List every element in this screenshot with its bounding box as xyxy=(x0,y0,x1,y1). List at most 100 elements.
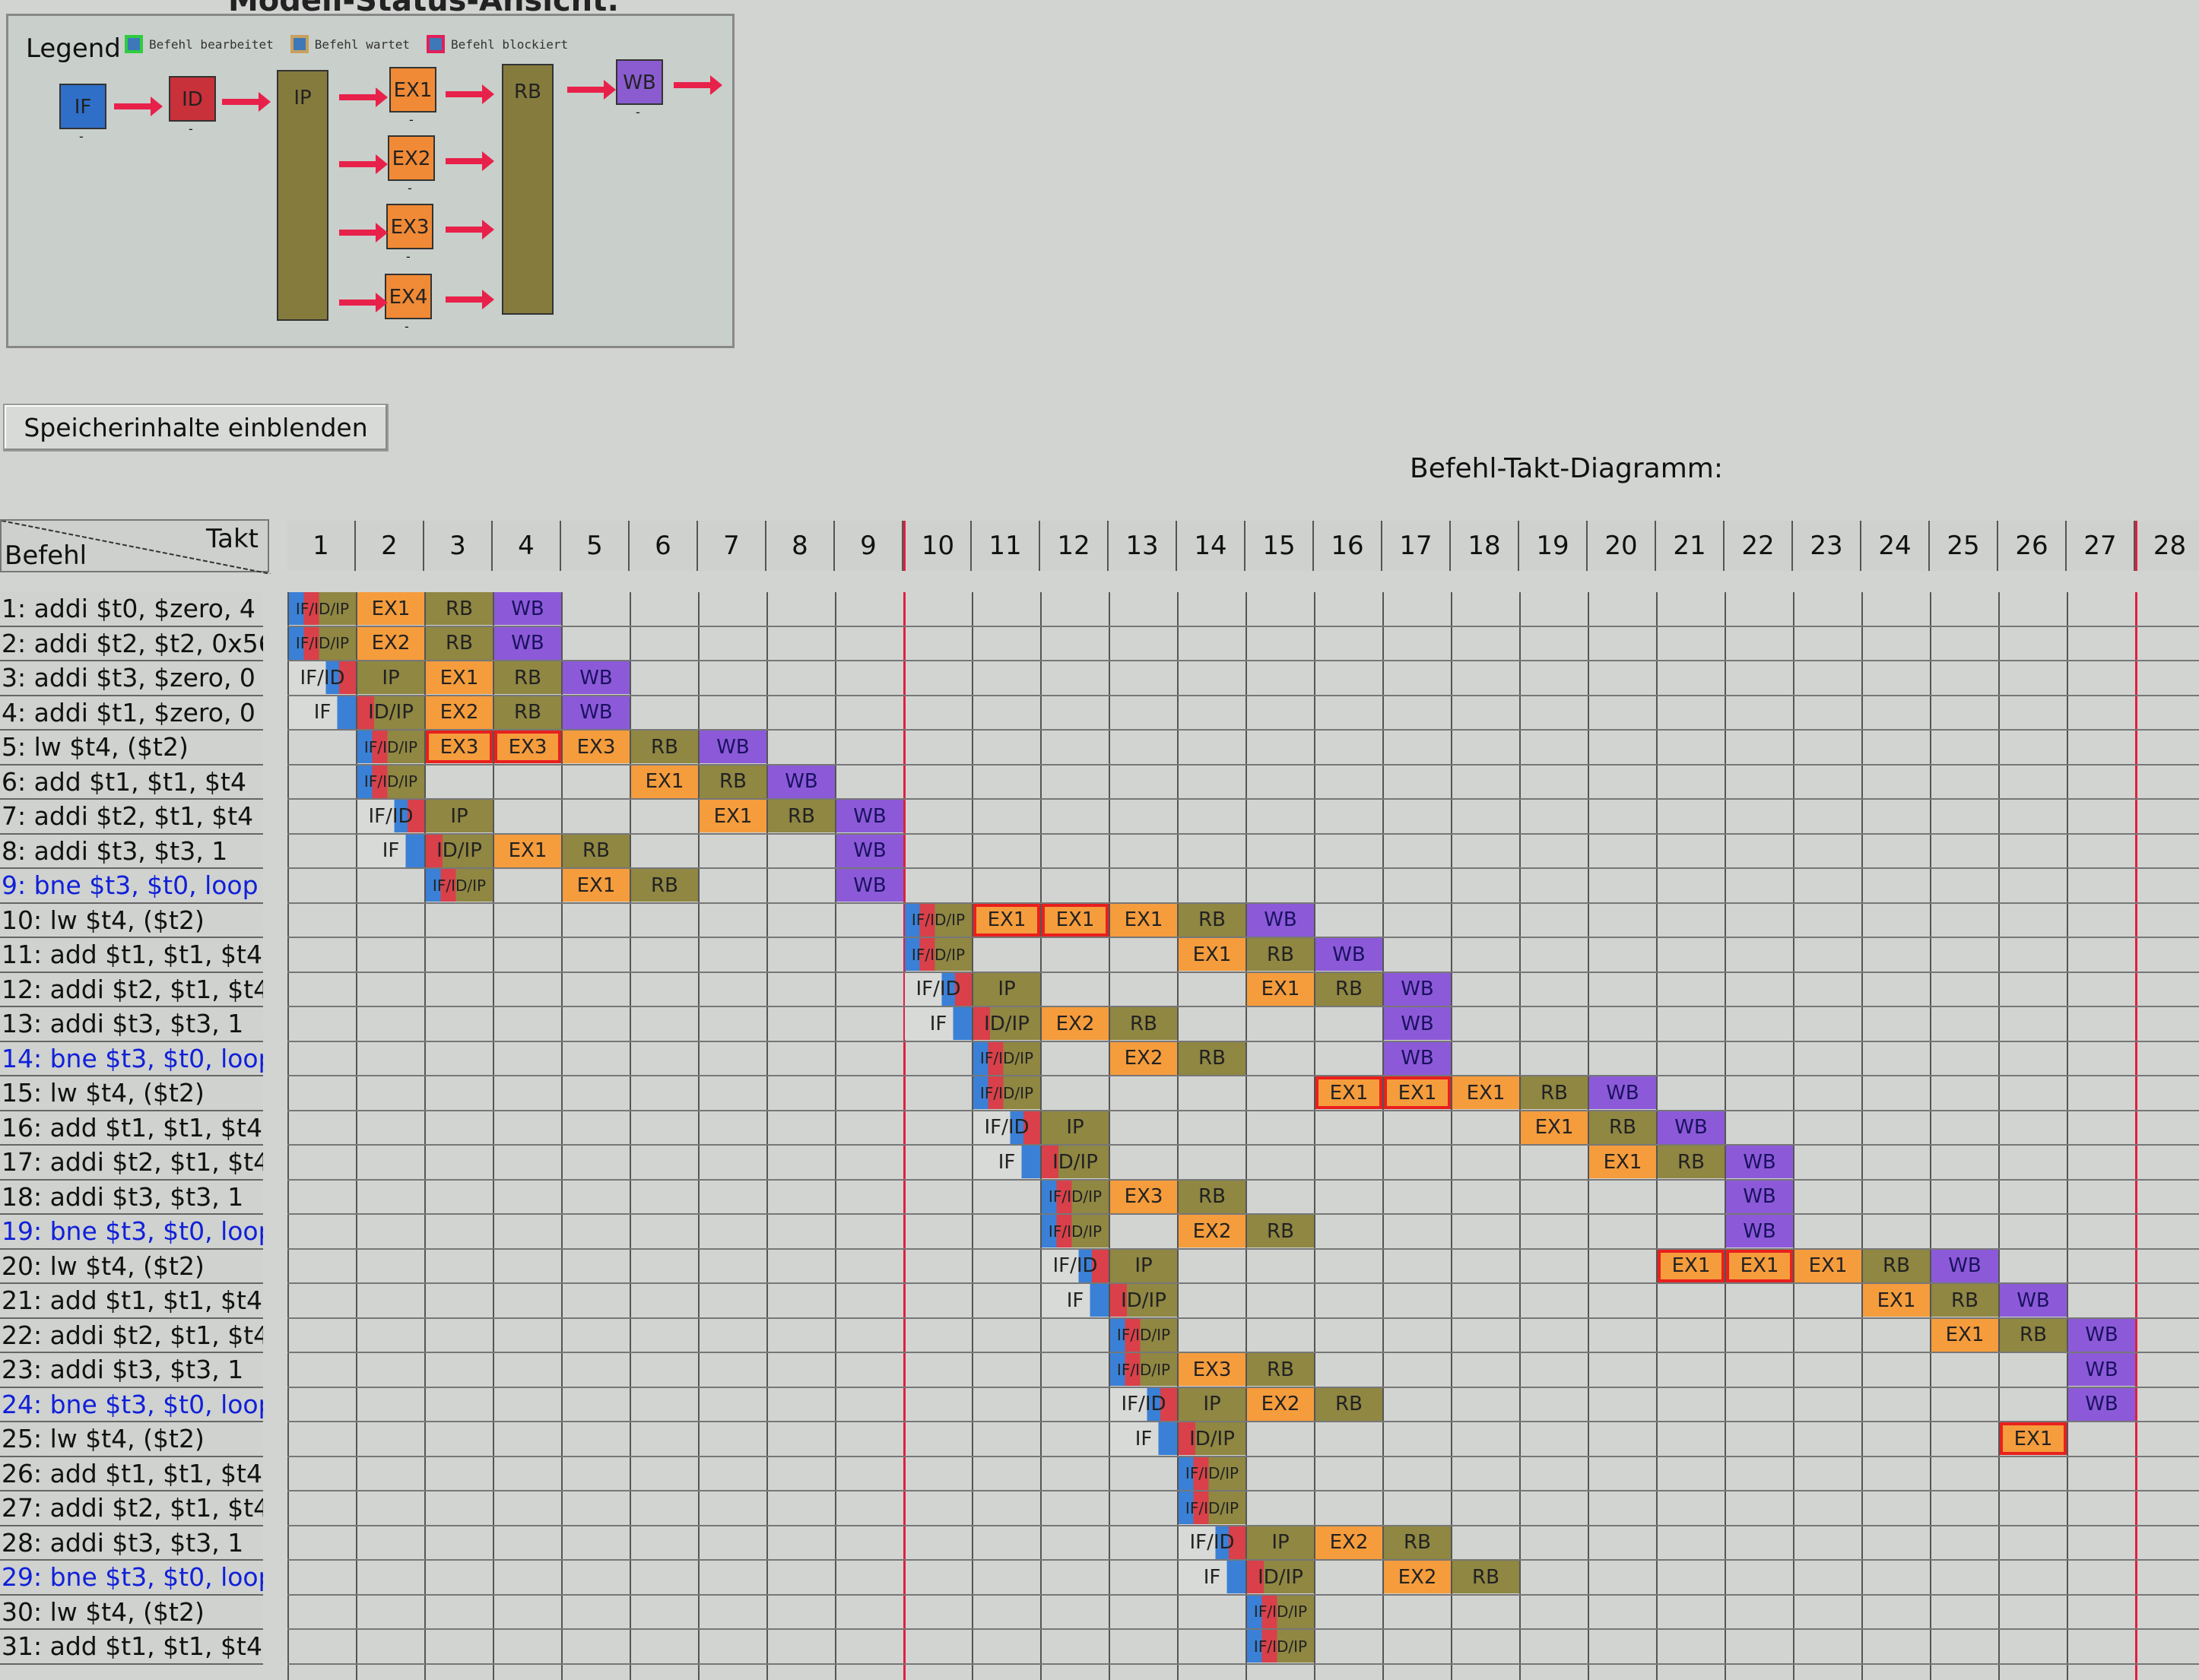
befehl-label: Befehl xyxy=(5,540,87,571)
stage-cell-rb: RB xyxy=(494,696,561,729)
stage-label: EX4 xyxy=(389,286,428,309)
grid-line xyxy=(1177,592,1179,1680)
stage-cell-wb: WB xyxy=(2068,1318,2135,1352)
grid-line xyxy=(1930,592,1931,1680)
stage-cell-ex1: EX1 xyxy=(563,869,630,902)
stage-cell-if-id: IF/ID xyxy=(357,800,424,832)
instruction-row-label[interactable]: 28: addi $t3, $t3, 1 xyxy=(0,1526,263,1561)
instruction-row-label[interactable]: 22: addi $t2, $t1, $t4 xyxy=(0,1318,263,1353)
stage-cell-ex1: EX1 xyxy=(2000,1422,2067,1455)
stage-cell-ex2: EX2 xyxy=(1247,1387,1314,1421)
flow-arrow-icon xyxy=(567,80,616,100)
stage-cell-id-ip: ID/IP xyxy=(1179,1422,1245,1455)
cycle-header: 23 xyxy=(1793,521,1861,571)
stage-cell-if: IF xyxy=(905,1007,972,1040)
stage-cell-ex1: EX1 xyxy=(700,800,766,832)
stage-cell-ip: IP xyxy=(1110,1249,1177,1282)
stage-cell-rb: RB xyxy=(1179,1041,1245,1075)
cycle-header: 16 xyxy=(1314,521,1382,571)
stage-cell-if-id-ip: IF/ID/IP xyxy=(905,938,972,971)
stage-cell-ex1: EX1 xyxy=(1179,938,1245,971)
stage-cell-ip: IP xyxy=(1247,1526,1314,1559)
grid-line xyxy=(1109,592,1110,1680)
instruction-row-label[interactable]: 8: addi $t3, $t3, 1 xyxy=(0,834,263,869)
stage-cell-id-ip: ID/IP xyxy=(1042,1146,1109,1178)
grid-line xyxy=(1245,592,1247,1680)
instruction-row-label[interactable]: 13: addi $t3, $t3, 1 xyxy=(0,1007,263,1042)
cycle-header: 13 xyxy=(1109,521,1177,571)
stage-cell-if-id: IF/ID xyxy=(1110,1387,1177,1421)
grid-line xyxy=(287,1282,2199,1284)
stage-cell-id-ip: ID/IP xyxy=(973,1007,1040,1040)
stage-cell-ex1: EX1 xyxy=(1042,903,1109,937)
stage-ex4: EX4 xyxy=(385,274,432,319)
grid-line xyxy=(287,1006,2199,1007)
stage-label: EX3 xyxy=(390,216,430,239)
grid-line xyxy=(287,832,2199,835)
instruction-row-label[interactable]: 10: lw $t4, ($t2) xyxy=(0,903,263,938)
stage-cell-rb: RB xyxy=(1589,1111,1656,1144)
show-memory-button[interactable]: Speicherinhalte einblenden xyxy=(3,404,389,452)
stage-cell-ip: IP xyxy=(1042,1111,1109,1144)
stage-status: - xyxy=(408,181,412,195)
cycle-header: 10 xyxy=(903,521,972,571)
instruction-row-label[interactable]: 2: addi $t2, $t2, 0x56 xyxy=(0,626,263,661)
instruction-row-label[interactable]: 6: add $t1, $t1, $t4 xyxy=(0,765,263,800)
stage-cell-wb: WB xyxy=(1726,1146,1793,1178)
grid-line xyxy=(1588,592,1589,1680)
instruction-row-label[interactable]: 12: addi $t2, $t1, $t4 xyxy=(0,972,263,1007)
grid-line xyxy=(287,729,2199,731)
instruction-row-label[interactable]: 26: add $t1, $t1, $t4 xyxy=(0,1457,263,1491)
instruction-row-label[interactable]: 30: lw $t4, ($t2) xyxy=(0,1595,263,1630)
stage-cell-id-ip: ID/IP xyxy=(357,696,424,729)
instruction-row-label[interactable]: 9: bne $t3, $t0, loop xyxy=(0,869,263,904)
instruction-row-label[interactable]: 17: addi $t2, $t1, $t4 xyxy=(0,1146,263,1181)
grid-line xyxy=(493,592,494,1680)
stage-cell-rb: RB xyxy=(1452,1561,1519,1593)
cycle-header: 7 xyxy=(698,521,766,571)
instruction-row-label[interactable]: 5: lw $t4, ($t2) xyxy=(0,731,263,766)
instruction-row-label[interactable]: 1: addi $t0, $zero, 4 xyxy=(0,592,263,627)
stage-cell-ex1: EX1 xyxy=(1794,1249,1861,1282)
instruction-row-label[interactable]: 27: addi $t2, $t1, $t4 xyxy=(0,1491,263,1526)
instruction-row-label[interactable]: 11: add $t1, $t1, $t4 xyxy=(0,938,263,973)
stage-cell-if-id-ip: IF/ID/IP xyxy=(973,1076,1040,1109)
stage-cell-wb: WB xyxy=(836,834,903,867)
cycle-header: 11 xyxy=(972,521,1040,571)
cycle-header: 20 xyxy=(1588,521,1656,571)
cycle-header: 28 xyxy=(2135,521,2199,571)
instruction-row-label[interactable]: 15: lw $t4, ($t2) xyxy=(0,1076,263,1111)
stage-cell-wb: WB xyxy=(700,731,766,763)
legend-item-blocked: Befehl blockiert xyxy=(427,35,568,53)
cycle-header: 19 xyxy=(1519,521,1588,571)
instruction-row-label[interactable]: 18: addi $t3, $t3, 1 xyxy=(0,1180,263,1215)
instruction-row-label[interactable]: 3: addi $t3, $zero, 0 xyxy=(0,661,263,696)
cycle-header: 26 xyxy=(1998,521,2067,571)
grid-line xyxy=(287,1628,2199,1630)
instruction-row-label[interactable]: 4: addi $t1, $zero, 0 xyxy=(0,696,263,731)
flow-arrow-icon xyxy=(339,293,388,312)
instruction-row-label[interactable]: 23: addi $t3, $t3, 1 xyxy=(0,1353,263,1388)
instruction-row-label[interactable]: 16: add $t1, $t1, $t4 xyxy=(0,1111,263,1146)
instruction-row-label[interactable]: 25: lw $t4, ($t2) xyxy=(0,1422,263,1457)
grid-line xyxy=(287,1593,2199,1596)
instruction-row-label[interactable]: 7: addi $t2, $t1, $t4 xyxy=(0,800,263,835)
cycle-header: 18 xyxy=(1451,521,1519,571)
instruction-row-label[interactable]: 14: bne $t3, $t0, loop xyxy=(0,1041,263,1076)
grid-line xyxy=(287,625,2199,627)
instruction-row-label[interactable]: 31: add $t1, $t1, $t4 xyxy=(0,1630,263,1665)
instruction-row-label[interactable]: 20: lw $t4, ($t2) xyxy=(0,1249,263,1284)
flow-arrow-icon xyxy=(674,75,722,95)
cycle-marker-line xyxy=(2135,592,2137,1680)
instruction-row-label[interactable]: 19: bne $t3, $t0, loop xyxy=(0,1215,263,1250)
flow-arrow-icon xyxy=(114,97,163,116)
stage-cell-if: IF xyxy=(289,696,356,729)
instruction-row-label[interactable]: 29: bne $t3, $t0, loop xyxy=(0,1561,263,1596)
stage-cell-if-id: IF/ID xyxy=(289,661,356,694)
instruction-row-label[interactable]: 21: add $t1, $t1, $t4 xyxy=(0,1284,263,1319)
grid-line xyxy=(1314,592,1315,1680)
cycle-header: 4 xyxy=(493,521,561,571)
instruction-row-label[interactable]: 24: bne $t3, $t0, loop xyxy=(0,1387,263,1422)
grid-line xyxy=(287,1075,2199,1076)
stage-cell-wb: WB xyxy=(494,626,561,660)
